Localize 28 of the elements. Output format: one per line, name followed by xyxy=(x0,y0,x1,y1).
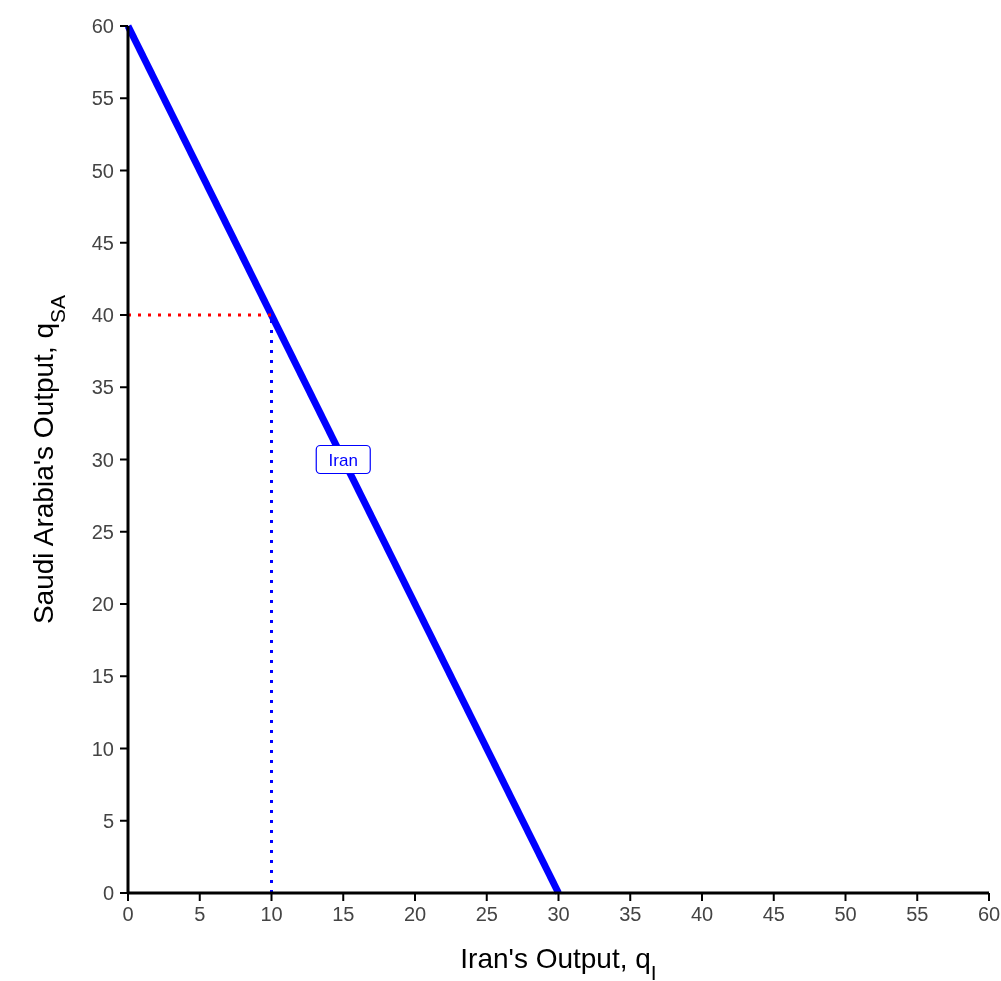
y-tick-label: 0 xyxy=(102,882,114,904)
y-tick-label: 40 xyxy=(91,304,114,326)
y-tick-label: 50 xyxy=(91,159,114,182)
x-tick-label: 10 xyxy=(260,903,283,925)
x-tick-label: 0 xyxy=(122,903,134,925)
y-tick-label: 10 xyxy=(91,737,114,760)
x-tick-label: 30 xyxy=(547,903,570,925)
y-tick-label: 30 xyxy=(91,448,114,471)
x-tick-label: 20 xyxy=(403,903,427,925)
y-tick-label: 35 xyxy=(91,376,114,399)
series-label: Iran xyxy=(328,450,358,470)
x-tick-label: 35 xyxy=(619,903,642,925)
x-tick-label: 25 xyxy=(475,903,498,925)
y-tick-label: 15 xyxy=(91,665,114,688)
x-tick-label: 60 xyxy=(977,903,1001,925)
y-tick-label: 45 xyxy=(91,231,114,254)
x-tick-label: 40 xyxy=(690,903,714,925)
y-tick-label: 60 xyxy=(91,15,114,37)
y-tick-label: 55 xyxy=(91,87,114,110)
x-axis-title: Iran's Output, q$_{I}$ xyxy=(460,943,657,981)
y-tick-label: 5 xyxy=(102,809,114,832)
x-tick-label: 5 xyxy=(194,903,206,925)
x-tick-label: 45 xyxy=(762,903,785,925)
x-tick-label: 15 xyxy=(332,903,355,925)
y-tick-label: 25 xyxy=(91,520,114,543)
y-tick-label: 20 xyxy=(91,593,114,615)
x-tick-label: 50 xyxy=(834,903,857,925)
x-tick-label: 55 xyxy=(906,903,929,925)
